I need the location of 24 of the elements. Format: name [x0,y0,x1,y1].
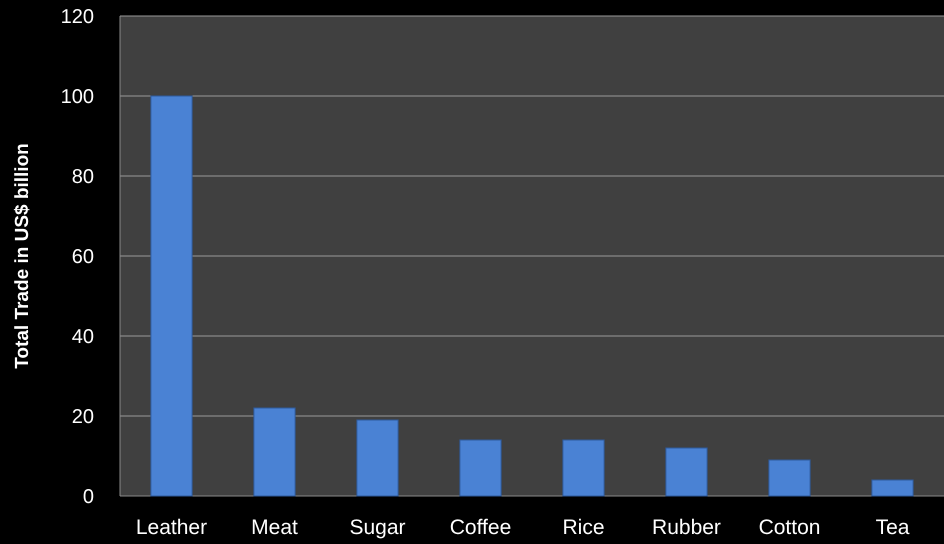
x-tick-label: Tea [876,516,910,539]
bar [459,440,502,496]
x-tick-label: Cotton [758,516,820,539]
y-axis-title: Total Trade in US$ billion [12,143,33,369]
y-tick-label: 40 [72,326,94,348]
y-tick-label: 100 [60,86,94,108]
y-tick-label: 0 [82,486,94,508]
bar [562,440,605,496]
x-tick-label: Coffee [450,516,512,539]
y-tick-label: 120 [60,6,94,28]
bar [665,448,708,496]
x-tick-label: Leather [136,516,208,539]
y-tick-label: 20 [72,406,94,428]
bar [356,420,399,496]
bar [768,460,811,496]
y-tick-label: 60 [72,246,94,268]
x-tick-label: Rice [562,516,605,539]
x-tick-label: Sugar [349,516,406,539]
x-tick-label: Meat [251,516,298,539]
y-tick-label: 80 [72,166,94,188]
bar [871,480,914,496]
bar [150,96,193,496]
x-tick-label: Rubber [652,516,721,539]
bar [253,408,296,496]
